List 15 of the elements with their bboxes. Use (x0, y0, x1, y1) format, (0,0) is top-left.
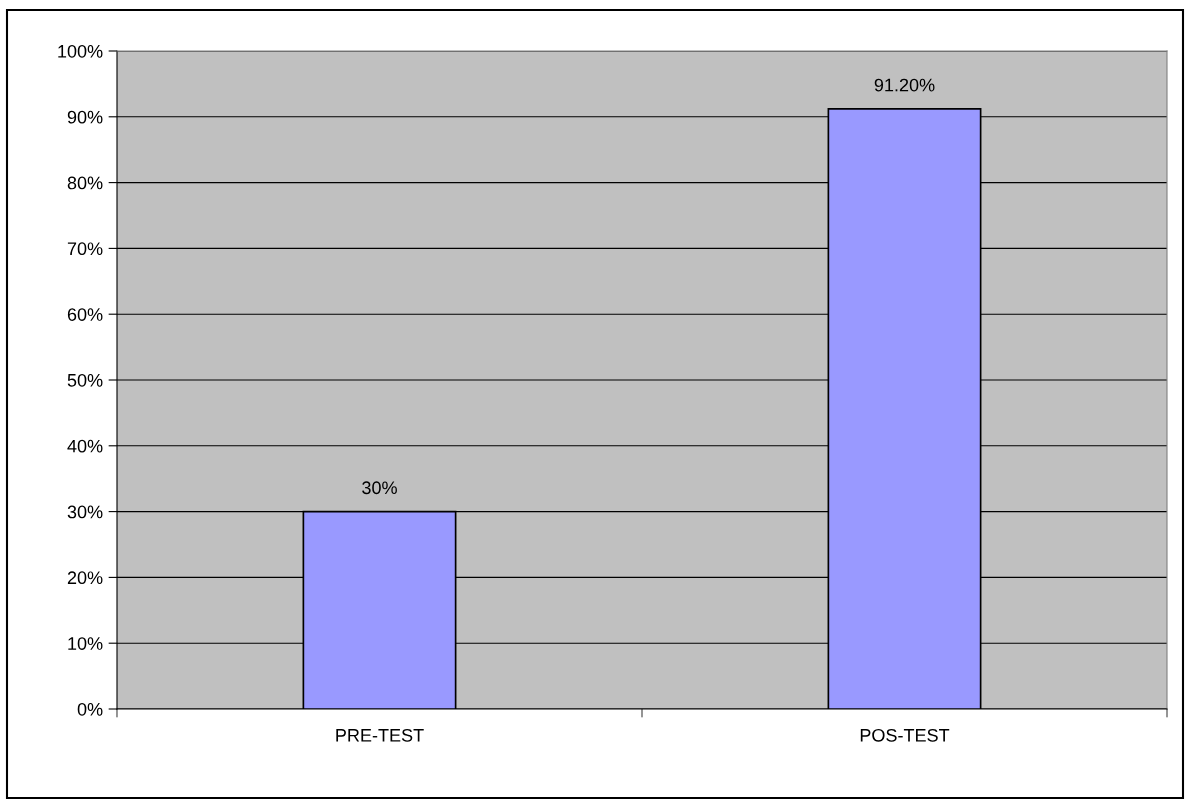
y-tick-label: 60% (67, 308, 103, 321)
y-tick-label: 20% (67, 571, 103, 585)
y-tick-label: 90% (67, 110, 103, 124)
y-tick-label: 100% (58, 44, 103, 58)
data-label: 91.20% (874, 78, 935, 92)
x-tick-label: POS-TEST (860, 728, 950, 742)
y-tick-label: 10% (68, 637, 103, 650)
x-tick-label: PRE-TEST (336, 728, 424, 742)
data-label: 30% (362, 481, 397, 495)
y-tick-label: 50% (67, 373, 103, 387)
y-tick-label: 30% (67, 505, 103, 519)
y-tick-label: 40% (67, 439, 103, 453)
y-tick-label: 70% (67, 242, 103, 256)
y-tick-label: 80% (67, 176, 103, 190)
y-tick-label: 0% (77, 702, 103, 716)
